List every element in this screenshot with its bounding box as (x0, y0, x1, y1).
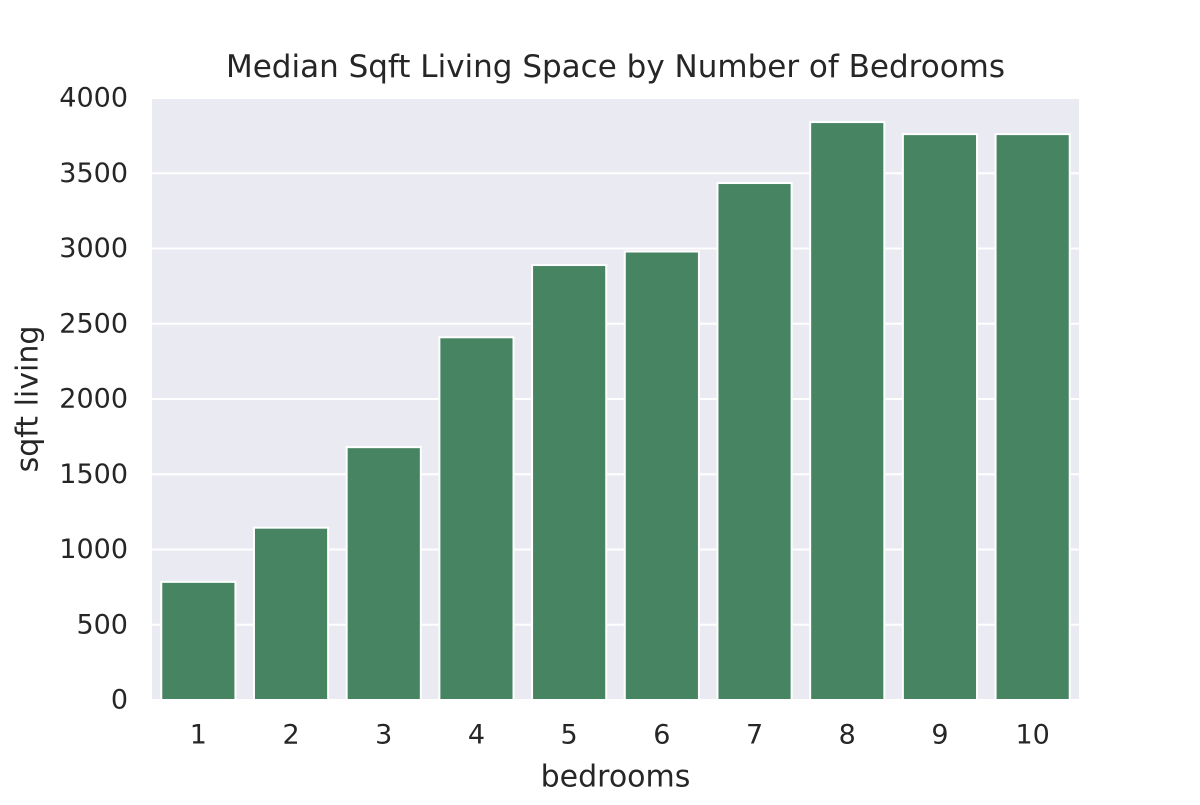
y-tick-label: 1000 (59, 534, 128, 565)
bar-bedrooms-6 (623, 250, 700, 701)
y-tick-label: 1500 (59, 459, 128, 490)
x-tick-label: 9 (931, 720, 948, 751)
x-tick-label: 10 (1015, 720, 1049, 751)
bar-bedrooms-1 (160, 580, 237, 701)
bar-bedrooms-5 (531, 264, 608, 701)
y-tick-labels: 0 500 1000 1500 2000 2500 3000 3500 4000 (59, 83, 128, 716)
y-tick-label: 0 (111, 685, 128, 716)
y-tick-label: 3000 (59, 233, 128, 264)
x-tick-label: 6 (653, 720, 670, 751)
x-tick-label: 2 (282, 720, 299, 751)
bar-bedrooms-4 (438, 336, 515, 701)
bar-bedrooms-9 (901, 133, 979, 701)
x-tick-label: 8 (839, 720, 856, 751)
x-axis-label: bedrooms (541, 760, 691, 795)
bar-bedrooms-8 (809, 121, 886, 701)
bar-bedrooms-3 (345, 446, 422, 701)
y-tick-label: 3500 (59, 158, 128, 189)
x-tick-label: 3 (375, 720, 392, 751)
chart-title: Median Sqft Living Space by Number of Be… (226, 49, 1005, 85)
x-tick-label: 1 (190, 720, 207, 751)
y-tick-label: 4000 (59, 83, 128, 114)
x-tick-labels: 1 2 3 4 5 6 7 8 9 10 (190, 720, 1050, 751)
x-tick-label: 4 (468, 720, 485, 751)
y-axis-label: sqft living (11, 326, 46, 473)
x-tick-label: 5 (561, 720, 578, 751)
bars (160, 121, 1071, 702)
y-tick-label: 2500 (59, 308, 128, 339)
x-tick-label: 7 (746, 720, 763, 751)
bar-bedrooms-7 (716, 182, 793, 702)
bar-bedrooms-2 (252, 526, 330, 701)
y-tick-label: 500 (76, 609, 128, 640)
bar-bedrooms-10 (994, 133, 1071, 701)
y-tick-label: 2000 (59, 384, 128, 415)
